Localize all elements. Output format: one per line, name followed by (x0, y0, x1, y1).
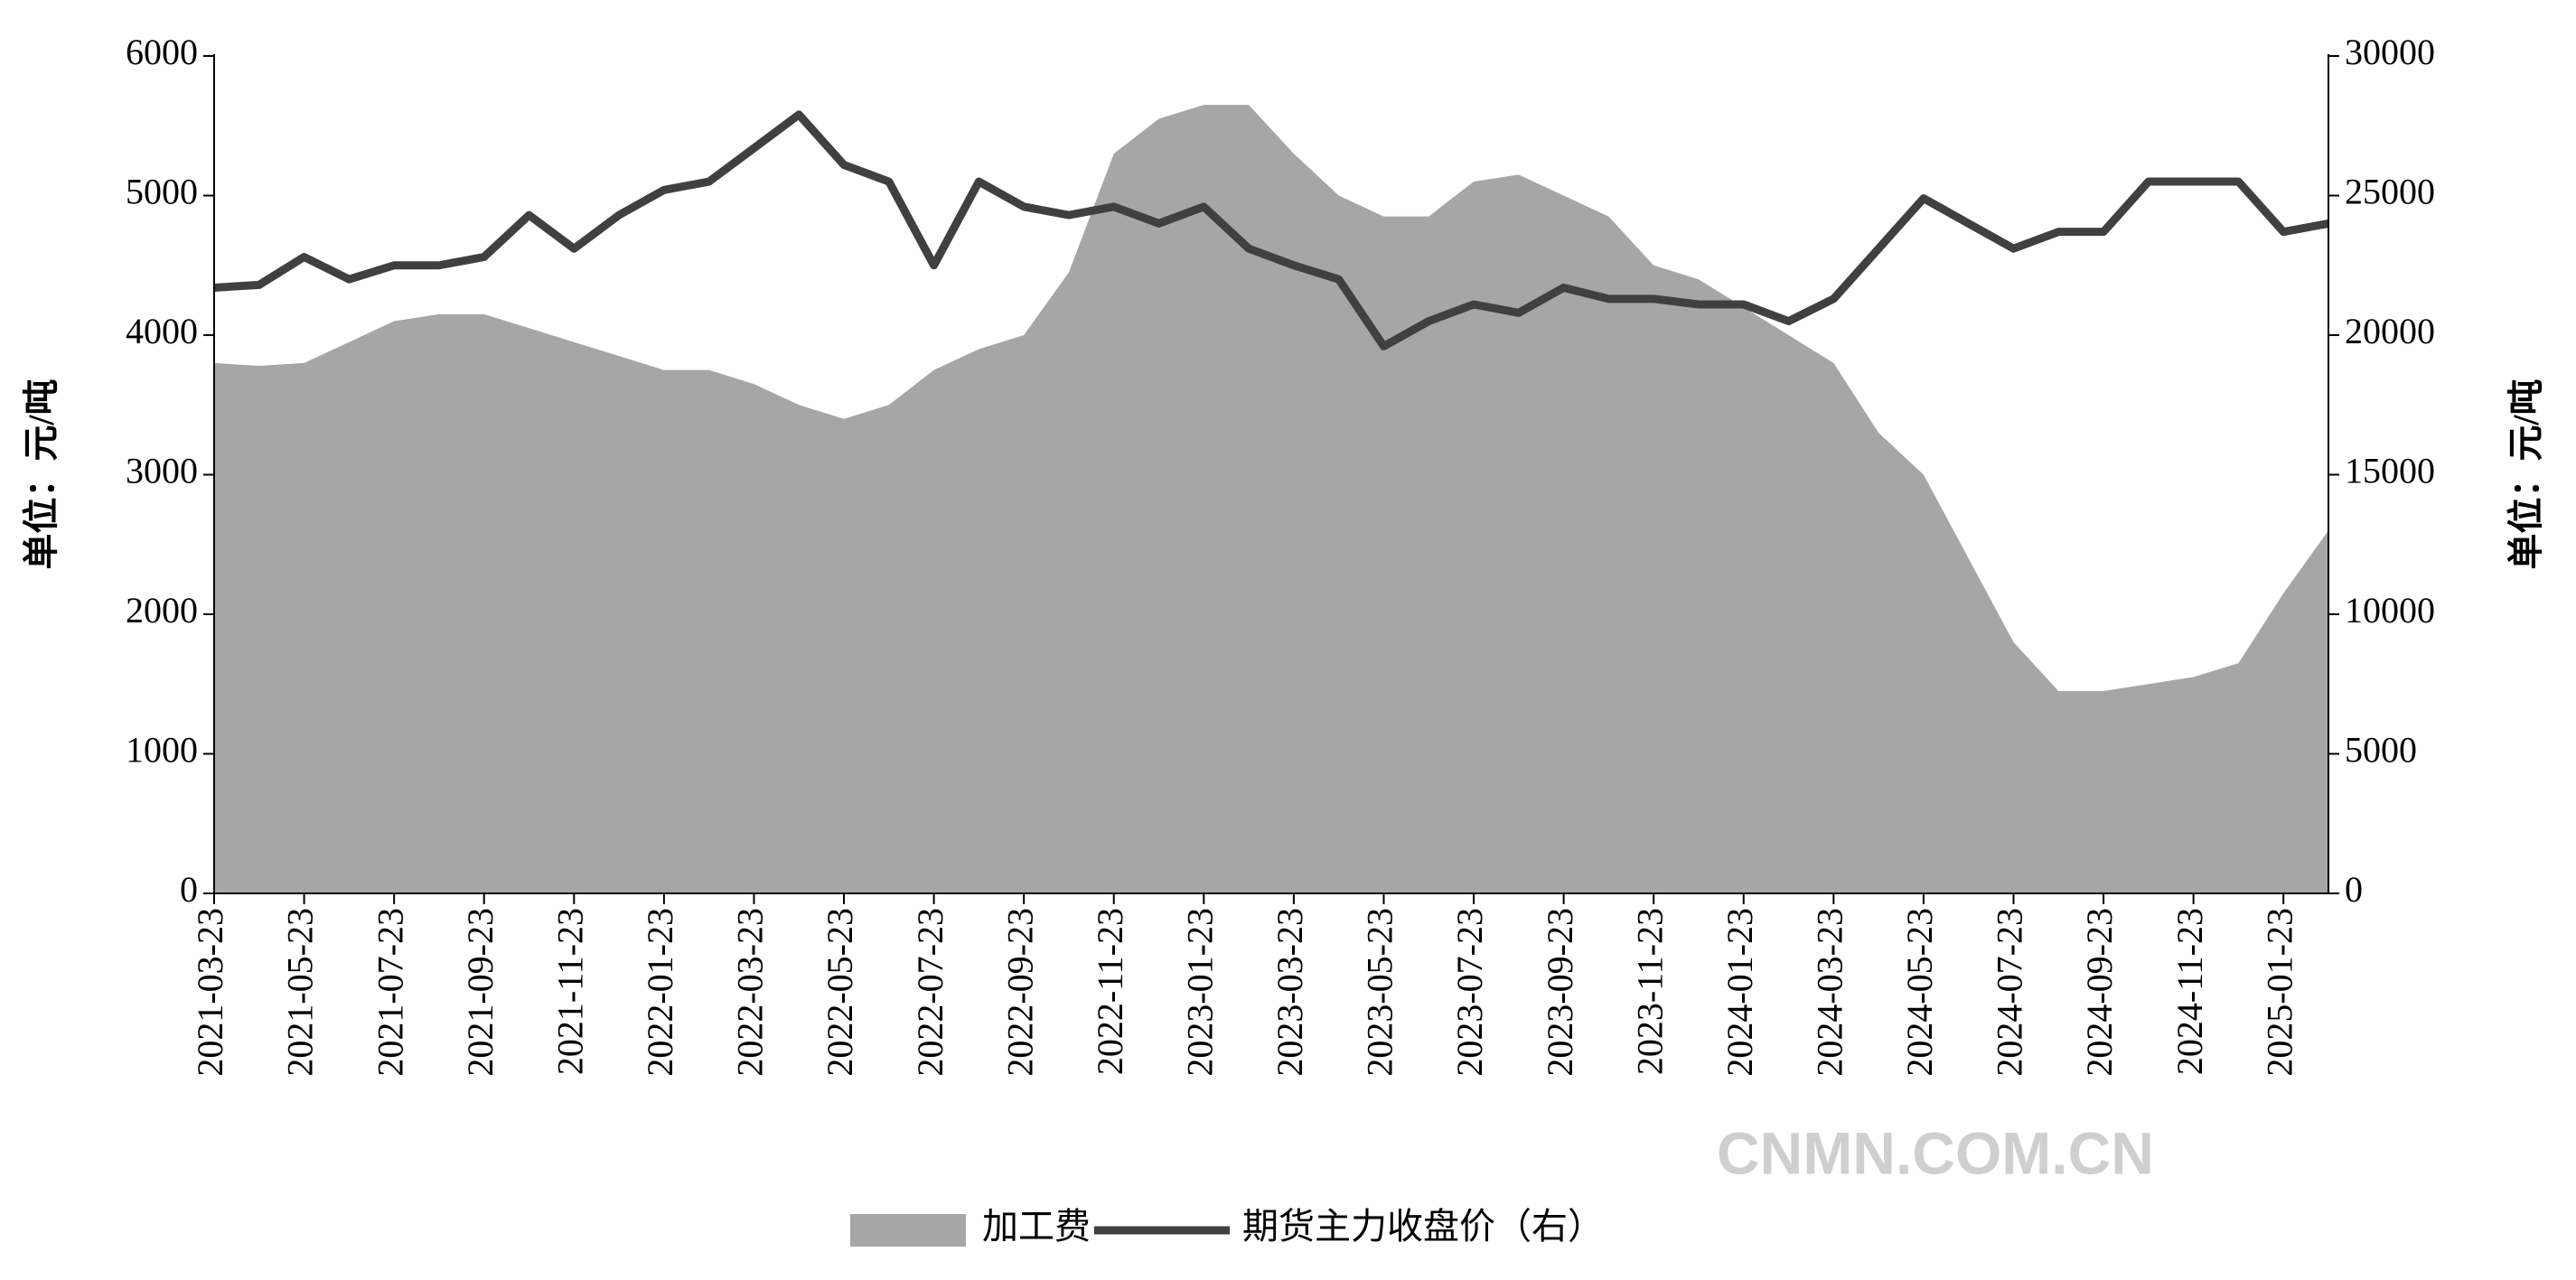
line (213, 110, 2329, 350)
y2-tick-label: 15000 (2345, 451, 2435, 491)
x-tick-label: 2023-07-23 (1449, 908, 1490, 1077)
y2-tick-label: 10000 (2345, 590, 2435, 631)
x-tick-label: 2022-09-23 (999, 908, 1040, 1077)
x-tick-label: 2021-03-23 (190, 908, 230, 1077)
legend-label: 加工费 (982, 1206, 1091, 1247)
x-tick-label: 2022-01-23 (640, 908, 680, 1077)
y-tick-label: 3000 (126, 451, 198, 491)
x-tick-label: 2025-01-23 (2259, 908, 2300, 1077)
y-tick-label: 6000 (126, 32, 198, 72)
x-tick-label: 2024-05-23 (1899, 908, 1940, 1077)
area (214, 105, 2328, 893)
legend-swatch (850, 1214, 966, 1247)
x-tick-label: 2023-09-23 (1540, 908, 1580, 1077)
y2-axis-title: 单位：元/吨 (2506, 378, 2546, 569)
y-tick-label: 5000 (126, 172, 198, 212)
x-tick-label: 2024-09-23 (2079, 908, 2120, 1077)
plot-area (213, 105, 2329, 893)
y2-tick-label: 0 (2345, 869, 2363, 910)
x-tick-label: 2022-05-23 (820, 908, 860, 1077)
x-tick-label: 2021-11-23 (549, 908, 590, 1075)
y-axis-title: 单位：元/吨 (21, 378, 61, 569)
x-tick-label: 2024-11-23 (2169, 908, 2210, 1075)
x-tick-label: 2024-07-23 (1990, 908, 2030, 1077)
x-tick-label: 2024-01-23 (1719, 908, 1760, 1077)
x-tick-label: 2023-03-23 (1269, 908, 1310, 1077)
x-tick-label: 2021-09-23 (460, 908, 501, 1077)
y2-tick-label: 25000 (2345, 172, 2435, 212)
x-tick-label: 2021-05-23 (280, 908, 321, 1077)
x-tick-label: 2024-03-23 (1810, 908, 1850, 1077)
y-tick-label: 2000 (126, 590, 198, 631)
x-tick-label: 2021-07-23 (370, 908, 410, 1077)
y-tick-label: 4000 (126, 311, 198, 351)
y-tick-label: 1000 (126, 730, 198, 771)
x-tick-label: 2023-05-23 (1360, 908, 1400, 1077)
y2-tick-label: 30000 (2345, 32, 2435, 72)
y2-tick-label: 5000 (2345, 730, 2417, 771)
x-tick-label: 2022-07-23 (910, 908, 951, 1077)
x-tick-label: 2023-11-23 (1629, 908, 1670, 1075)
y2-tick-label: 20000 (2345, 311, 2435, 351)
y-tick-label: 0 (180, 869, 198, 910)
x-tick-label: 2023-01-23 (1179, 908, 1220, 1077)
legend-label: 期货主力收盘价（右） (1242, 1206, 1604, 1247)
x-tick-label: 2022-03-23 (730, 908, 771, 1077)
watermark: CNMN.COM.CN (1717, 1119, 2154, 1186)
x-tick-label: 2022-11-23 (1090, 908, 1130, 1075)
